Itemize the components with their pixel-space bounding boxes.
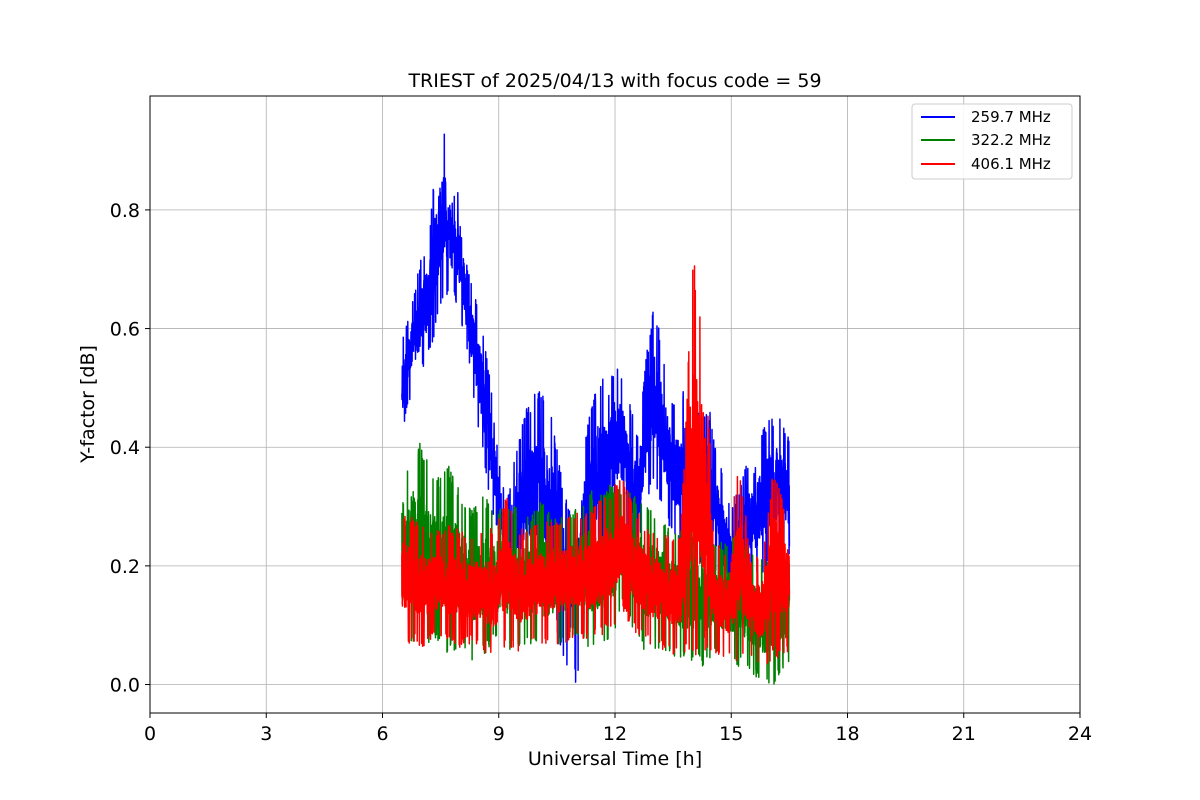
legend: 259.7 MHz 322.2 MHz 406.1 MHz <box>911 103 1073 180</box>
x-tick-label: 18 <box>835 723 859 745</box>
series-line-4061 <box>401 265 791 665</box>
x-tick-label: 24 <box>1068 723 1092 745</box>
y-tick-label: 0.4 <box>110 437 140 459</box>
y-tick-label: 0.0 <box>110 675 140 697</box>
legend-label-406: 406.1 MHz <box>971 155 1051 173</box>
legend-label-322: 322.2 MHz <box>971 131 1051 149</box>
series-line-2597 <box>401 133 791 683</box>
x-axis-label: Universal Time [h] <box>528 748 702 770</box>
x-tick-label: 3 <box>260 723 272 745</box>
legend-box <box>911 103 1073 180</box>
x-axis: 0 3 6 9 12 15 18 21 24 <box>144 713 1092 745</box>
x-tick-label: 15 <box>719 723 743 745</box>
x-tick-label: 9 <box>493 723 505 745</box>
y-tick-label: 0.2 <box>110 556 140 578</box>
y-tick-label: 0.8 <box>110 200 140 222</box>
x-tick-label: 21 <box>952 723 976 745</box>
y-axis-label: Y-factor [dB] <box>77 345 99 464</box>
chart-title: TRIEST of 2025/04/13 with focus code = 5… <box>407 70 821 92</box>
y-tick-label: 0.6 <box>110 319 140 341</box>
plot-area <box>401 133 791 685</box>
legend-label-259: 259.7 MHz <box>971 108 1051 126</box>
x-tick-label: 6 <box>376 723 388 745</box>
y-axis: 0.0 0.2 0.4 0.6 0.8 <box>110 200 150 697</box>
x-tick-label: 12 <box>603 723 627 745</box>
x-tick-label: 0 <box>144 723 156 745</box>
